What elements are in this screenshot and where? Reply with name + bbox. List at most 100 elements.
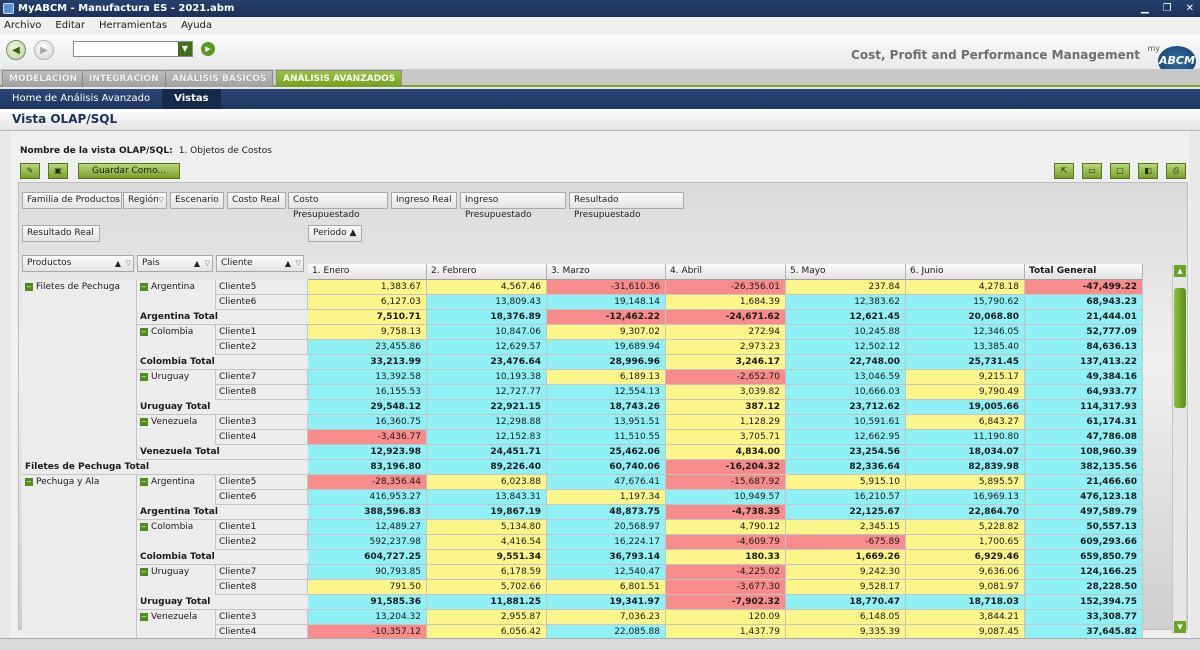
value-cell: 108,960.39 (1025, 445, 1143, 460)
filter-field[interactable]: Región ▽ (123, 192, 167, 209)
column-field[interactable]: Periodo ▲ (308, 225, 362, 242)
filter-icon[interactable]: ▽ (113, 196, 119, 204)
subnav-vistas[interactable]: Vistas (162, 89, 221, 109)
filter-field[interactable]: Familia de Productos ▽ (22, 192, 122, 209)
filter-field[interactable]: Escenario (170, 192, 224, 209)
country-spacer (137, 625, 216, 640)
product-spacer (22, 415, 137, 430)
tab-analisis-avanzados[interactable]: ANÁLISIS AVANZADOS (276, 70, 403, 87)
go-button[interactable]: ▶ (201, 42, 215, 56)
tab-analisis-basicos[interactable]: ANÁLISIS BÁSICOS (165, 70, 274, 87)
sort-up-icon[interactable]: ▲ (346, 228, 357, 238)
filter-field[interactable]: Costo Real (227, 192, 286, 209)
scroll-down-icon[interactable]: ▼ (1174, 621, 1186, 633)
product-spacer (22, 295, 137, 310)
value-cell: 237.84 (786, 280, 906, 295)
restore-icon[interactable]: ❐ (1162, 3, 1172, 14)
value-cell: 6,178.59 (427, 565, 547, 580)
menu-editar[interactable]: Editar (55, 20, 85, 31)
client-label: Cliente7 (216, 370, 308, 385)
filter-icon[interactable]: ▽ (204, 259, 210, 267)
collapse-icon[interactable]: − (140, 327, 148, 336)
filter-field[interactable]: Resultado Presupuestado (569, 192, 684, 220)
product-spacer (22, 625, 137, 640)
navigation-combo[interactable]: ▼ (73, 41, 193, 57)
row-field-cliente[interactable]: Cliente ▲ ▽ (216, 255, 304, 272)
forward-button[interactable]: ▶ (34, 40, 54, 60)
collapse-icon[interactable]: − (140, 522, 148, 531)
tab-integracion[interactable]: INTEGRACIÓN (82, 70, 166, 87)
filter-field[interactable]: Ingreso Presupuestado (460, 192, 566, 220)
value-cell: 9,790.49 (906, 385, 1025, 400)
collapse-icon[interactable]: − (140, 417, 148, 426)
value-cell: 36,793.14 (547, 550, 666, 565)
subnav-home-analisis-avanzado[interactable]: Home de Análisis Avanzado (12, 93, 151, 104)
sort-up-icon[interactable]: ▲ (193, 259, 200, 268)
value-cell: 21,466.60 (1025, 475, 1143, 490)
product-spacer (22, 520, 137, 535)
edit-button[interactable]: ✎ (20, 163, 40, 179)
layout-button[interactable]: ▭ (1082, 163, 1102, 179)
app-icon (3, 3, 14, 14)
value-cell: 19,341.97 (547, 595, 666, 610)
country-name: Uruguay (151, 567, 190, 577)
filter-icon[interactable]: ▽ (295, 259, 301, 267)
filter-icon[interactable]: ▽ (125, 259, 131, 267)
logo-prefix: my (1147, 44, 1160, 53)
value-cell: 10,847.06 (427, 325, 547, 340)
country-label: − Uruguay (137, 565, 216, 580)
row-field-productos[interactable]: Productos ▲ ▽ (22, 255, 134, 272)
menu-ayuda[interactable]: Ayuda (181, 20, 213, 31)
collapse-icon[interactable]: − (25, 282, 33, 291)
vertical-scrollbar[interactable]: ▲ ▼ (1172, 264, 1186, 634)
chart-button[interactable]: ◧ (1138, 163, 1158, 179)
print-icon: ⎙ (1172, 166, 1180, 175)
value-cell: 180.33 (666, 550, 786, 565)
row-field-pais[interactable]: Pais ▲ ▽ (137, 255, 213, 272)
save-button[interactable]: ▣ (48, 163, 68, 179)
value-cell: 5,895.57 (906, 475, 1025, 490)
collapse-icon[interactable]: − (25, 477, 33, 486)
value-cell: 2,345.15 (786, 520, 906, 535)
collapse-icon[interactable]: − (140, 477, 148, 486)
minimize-icon[interactable]: ▁ (1140, 3, 1149, 14)
print-button[interactable]: ⎙ (1166, 163, 1186, 179)
value-cell: 137,413.22 (1025, 355, 1143, 370)
country-name: Argentina (151, 477, 195, 487)
value-cell: 4,278.18 (906, 280, 1025, 295)
collapse-icon[interactable]: − (140, 282, 148, 291)
export-button[interactable]: ⇱ (1054, 163, 1074, 179)
product-spacer (22, 340, 137, 355)
back-button[interactable]: ◀ (6, 40, 26, 60)
value-cell: 19,689.94 (547, 340, 666, 355)
filter-field[interactable]: Ingreso Real (391, 192, 457, 209)
window-button[interactable]: □ (1110, 163, 1130, 179)
export-icon: ⇱ (1060, 166, 1068, 175)
value-cell: 11,881.25 (427, 595, 547, 610)
sort-up-icon[interactable]: ▲ (284, 259, 291, 268)
product-name: Pechuga y Ala (36, 477, 100, 487)
save-as-button[interactable]: Guardar Como... (78, 163, 180, 179)
value-cell: 10,666.03 (786, 385, 906, 400)
close-icon[interactable]: ✕ (1185, 3, 1194, 14)
chevron-down-icon[interactable]: ▼ (178, 42, 192, 56)
client-label: Cliente4 (216, 430, 308, 445)
country-name: Uruguay (151, 372, 190, 382)
menu-archivo[interactable]: Archivo (4, 20, 42, 31)
menu-herramientas[interactable]: Herramientas (99, 20, 168, 31)
tab-modelacion[interactable]: MODELACIÓN (2, 70, 85, 87)
scroll-thumb[interactable] (1174, 288, 1186, 408)
filter-field[interactable]: Costo Presupuestado (288, 192, 388, 220)
sort-up-icon[interactable]: ▲ (114, 259, 121, 268)
country-name: Venezuela (151, 612, 198, 622)
collapse-icon[interactable]: − (140, 612, 148, 621)
value-cell: 18,743.26 (547, 400, 666, 415)
country-name: Venezuela (151, 417, 198, 427)
scroll-up-icon[interactable]: ▲ (1174, 265, 1186, 277)
collapse-icon[interactable]: − (140, 372, 148, 381)
collapse-icon[interactable]: − (140, 567, 148, 576)
filter-icon[interactable]: ▽ (158, 196, 164, 204)
client-label: Cliente1 (216, 325, 308, 340)
value-cell: 497,589.79 (1025, 505, 1143, 520)
data-field[interactable]: Resultado Real (22, 225, 100, 242)
